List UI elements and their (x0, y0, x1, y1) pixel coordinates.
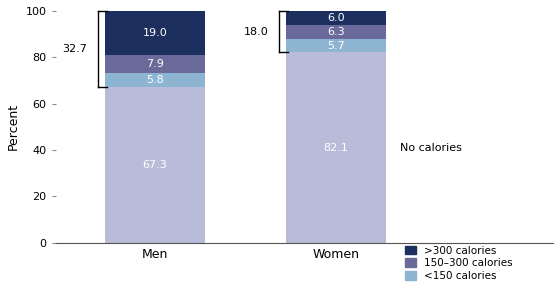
Bar (105, 55, 205, 73)
Text: 6.0: 6.0 (327, 13, 345, 23)
Text: 82.1: 82.1 (324, 143, 348, 153)
Text: 18.0: 18.0 (244, 27, 268, 37)
Text: 6.3: 6.3 (327, 27, 345, 37)
Legend: >300 calories, 150–300 calories, <150 calories: >300 calories, 150–300 calories, <150 ca… (405, 246, 513, 281)
Text: 19.0: 19.0 (143, 28, 167, 38)
Bar (286, 25, 386, 39)
Bar (286, 39, 386, 52)
Text: No calories: No calories (400, 143, 462, 153)
Y-axis label: Percent: Percent (7, 103, 20, 150)
Text: 32.7: 32.7 (62, 44, 87, 54)
Bar (105, 11, 205, 55)
Text: 67.3: 67.3 (143, 160, 167, 170)
Text: 5.7: 5.7 (327, 41, 345, 51)
Bar (286, 11, 386, 25)
Text: 5.8: 5.8 (146, 75, 164, 85)
Bar (105, 73, 205, 87)
Bar (286, 52, 386, 243)
Bar (105, 87, 205, 243)
Text: 7.9: 7.9 (146, 59, 164, 69)
